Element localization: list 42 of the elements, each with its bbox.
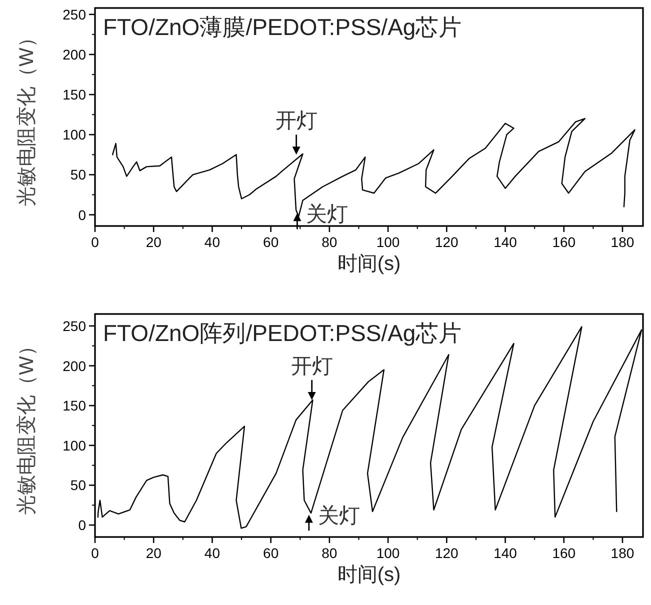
y-axis-title: 光敏电阻变化（W）: [16, 336, 38, 515]
x-tick-label: 120: [434, 545, 459, 561]
y-tick-label: 200: [62, 46, 86, 62]
x-tick-label: 40: [204, 545, 220, 561]
x-tick-label: 100: [376, 234, 400, 250]
x-tick-label: 160: [552, 234, 576, 250]
x-tick-label: 20: [146, 234, 162, 250]
x-tick-label: 0: [91, 234, 100, 250]
chart-title: FTO/ZnO阵列/PEDOT:PSS/Ag芯片: [103, 320, 462, 346]
y-tick-label: 50: [70, 477, 86, 494]
x-axis-title: 时间(s): [337, 564, 401, 586]
annotation: 开灯: [290, 355, 333, 378]
x-tick-label: 180: [610, 545, 634, 561]
x-tick-label: 60: [263, 234, 279, 250]
y-tick-label: 100: [62, 126, 86, 143]
y-tick-label: 0: [78, 517, 86, 534]
x-axis-title: 时间(s): [337, 253, 401, 275]
y-tick-label: 0: [78, 206, 86, 223]
annotation: 关灯: [306, 203, 348, 226]
x-tick-label: 120: [434, 234, 459, 250]
x-tick-label: 100: [376, 545, 400, 561]
x-tick-label: 40: [204, 234, 220, 250]
x-tick-label: 140: [494, 234, 518, 250]
y-tick-label: 200: [62, 358, 86, 374]
x-tick-label: 140: [494, 545, 518, 561]
y-axis-title: 光敏电阻变化（W）: [16, 28, 38, 206]
x-tick-label: 160: [552, 545, 576, 561]
x-tick-label: 180: [610, 234, 634, 250]
annotation: 开灯: [275, 110, 318, 133]
annotation: 关灯: [318, 504, 360, 528]
y-tick-label: 250: [62, 318, 86, 334]
y-tick-label: 100: [62, 437, 86, 454]
x-tick-label: 0: [91, 545, 100, 561]
y-tick-label: 50: [70, 166, 86, 183]
x-tick-label: 80: [322, 545, 338, 561]
y-tick-label: 150: [62, 86, 86, 103]
x-tick-label: 20: [146, 545, 162, 561]
chart-title: FTO/ZnO薄膜/PEDOT:PSS/Ag芯片: [103, 14, 462, 40]
x-tick-label: 80: [322, 234, 338, 250]
y-tick-label: 250: [62, 6, 86, 22]
x-tick-label: 60: [263, 545, 279, 561]
y-tick-label: 150: [62, 398, 86, 414]
